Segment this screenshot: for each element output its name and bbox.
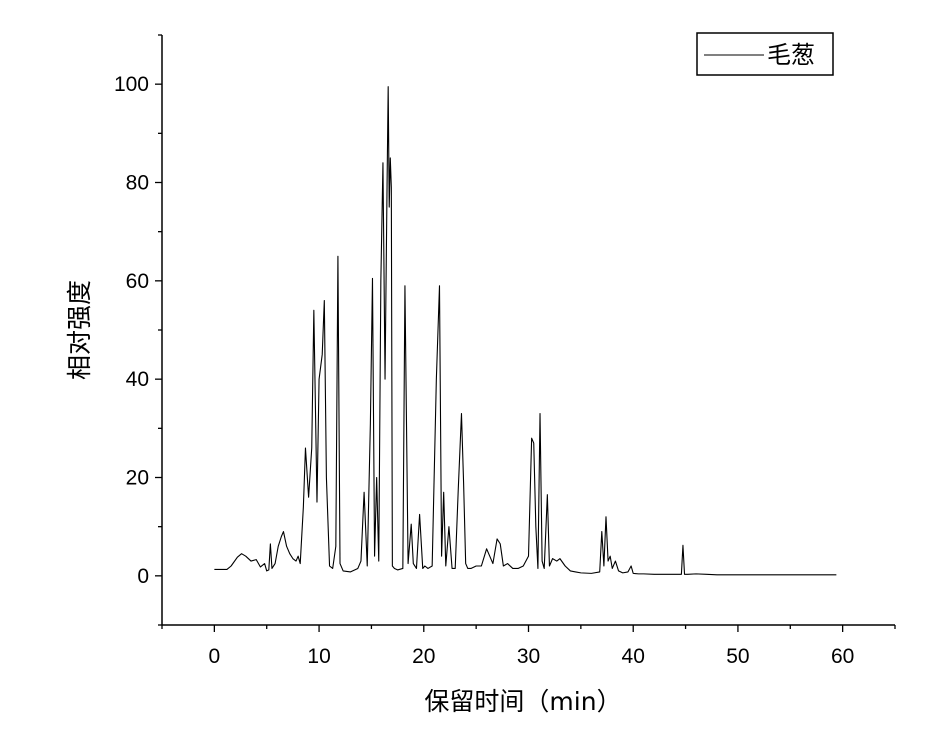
- x-tick-label: 30: [517, 645, 540, 668]
- y-tick-label: 20: [126, 467, 149, 490]
- y-tick-label: 80: [126, 172, 149, 195]
- y-tick-label: 60: [126, 270, 149, 293]
- x-ticks: 0 10 20 30 40 50 60: [161, 625, 896, 668]
- x-axis-title: 保留时间（min）: [424, 687, 621, 716]
- x-tick-label: 10: [307, 645, 330, 668]
- legend-entry-label: 毛葱: [767, 41, 815, 69]
- x-tick-label: 40: [622, 645, 645, 668]
- x-tick-label: 0: [209, 645, 221, 668]
- y-ticks: 0 20 40 60 80 100: [114, 34, 162, 626]
- legend: 毛葱: [696, 32, 834, 76]
- x-tick-label: 60: [831, 645, 854, 668]
- y-axis-title: 相对强度: [65, 280, 94, 380]
- series-line-0: [214, 86, 837, 576]
- y-tick-label: 0: [137, 565, 149, 588]
- x-tick-label: 50: [726, 645, 749, 668]
- plot-area: [214, 86, 837, 576]
- y-tick-label: 40: [126, 368, 149, 391]
- x-tick-label: 20: [412, 645, 435, 668]
- legend-box: [696, 32, 834, 76]
- y-tick-label: 100: [114, 73, 149, 96]
